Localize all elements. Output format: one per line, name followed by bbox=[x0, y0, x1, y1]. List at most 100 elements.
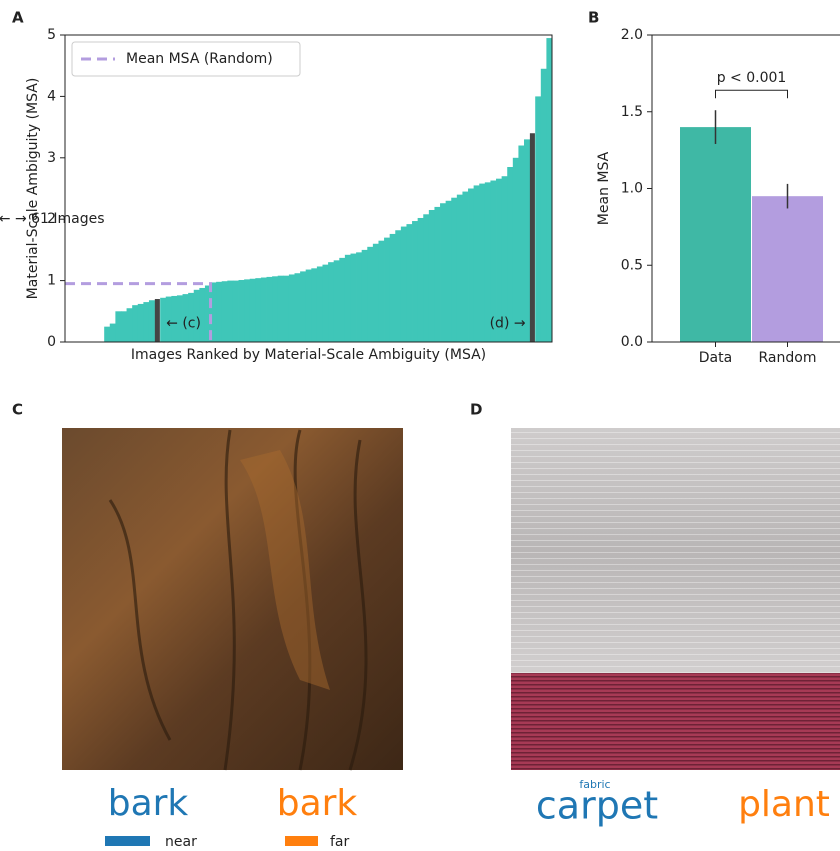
bar bbox=[451, 198, 457, 342]
bar bbox=[289, 274, 295, 342]
bar bbox=[390, 234, 396, 342]
bar bbox=[752, 196, 823, 342]
bar bbox=[328, 262, 334, 342]
significance-label: p < 0.001 bbox=[717, 70, 787, 86]
bar bbox=[541, 69, 547, 342]
y-tick-label: 1.0 bbox=[621, 181, 643, 197]
y-tick-label: 5 bbox=[47, 27, 56, 43]
bar bbox=[216, 282, 222, 342]
y-tick-label: 2.0 bbox=[621, 27, 643, 43]
word: bark bbox=[277, 783, 358, 824]
bar bbox=[261, 278, 267, 342]
bar bbox=[244, 279, 250, 342]
bar bbox=[513, 158, 519, 342]
panel-b: BDataRandomp < 0.0010.00.51.01.52.0Mean … bbox=[588, 9, 840, 367]
plant-rows bbox=[511, 673, 840, 770]
bar bbox=[222, 281, 228, 342]
bar bbox=[367, 247, 373, 342]
bar bbox=[155, 299, 160, 342]
figure: A26 Images ← → 61 Images← (c)(d) →012345… bbox=[0, 0, 840, 851]
legend-swatch bbox=[285, 836, 318, 846]
x-tick-label: Random bbox=[759, 350, 817, 366]
bar bbox=[535, 96, 541, 342]
bar bbox=[468, 189, 474, 343]
bar bbox=[272, 276, 278, 342]
y-tick-label: 4 bbox=[47, 88, 56, 104]
bar bbox=[474, 185, 480, 342]
bar bbox=[339, 258, 345, 342]
y-tick-label: 1 bbox=[47, 273, 56, 289]
bar bbox=[373, 244, 379, 342]
y-tick-label: 0.0 bbox=[621, 334, 643, 350]
bar bbox=[680, 127, 751, 342]
word: carpet bbox=[536, 784, 658, 828]
bar bbox=[227, 281, 233, 342]
bar bbox=[362, 250, 368, 342]
legend-label: far bbox=[330, 834, 350, 850]
x-axis-label: Images Ranked by Material-Scale Ambiguit… bbox=[131, 347, 486, 363]
y-tick-label: 1.5 bbox=[621, 104, 643, 120]
bar bbox=[278, 276, 284, 342]
carpet-lines bbox=[511, 428, 840, 674]
bar bbox=[462, 192, 468, 342]
bar bbox=[350, 254, 356, 342]
significance-bracket bbox=[716, 90, 788, 98]
bar bbox=[434, 207, 440, 342]
bar bbox=[423, 214, 429, 342]
bar bbox=[317, 266, 323, 342]
bar bbox=[239, 280, 245, 342]
bar bbox=[104, 327, 110, 342]
bar bbox=[127, 308, 133, 342]
panel-a: A26 Images ← → 61 Images← (c)(d) →012345… bbox=[0, 9, 552, 364]
y-tick-label: 3 bbox=[47, 150, 56, 166]
bar bbox=[518, 146, 524, 342]
bar bbox=[121, 311, 127, 342]
bar bbox=[255, 278, 261, 342]
bar bbox=[143, 302, 149, 342]
bar bbox=[378, 241, 384, 342]
bar bbox=[233, 281, 239, 342]
bar bbox=[395, 230, 401, 342]
x-tick-label: Data bbox=[699, 350, 732, 366]
bar bbox=[530, 133, 535, 342]
bar bbox=[138, 304, 144, 342]
bar bbox=[356, 252, 362, 342]
bar bbox=[132, 305, 138, 342]
bar bbox=[412, 221, 418, 342]
panel-label: B bbox=[588, 9, 599, 27]
bar bbox=[457, 195, 463, 342]
bar bbox=[300, 271, 306, 342]
annotation: ← (c) bbox=[166, 316, 201, 332]
word: plant bbox=[738, 784, 830, 825]
bar bbox=[384, 238, 390, 342]
y-axis-label: Material-Scale Ambiguity (MSA) bbox=[25, 78, 41, 300]
bar bbox=[283, 276, 289, 342]
y-tick-label: 2 bbox=[47, 211, 56, 227]
panel-label: A bbox=[12, 9, 24, 27]
bar bbox=[115, 311, 121, 342]
y-tick-label: 0 bbox=[47, 334, 56, 350]
bar bbox=[334, 260, 340, 342]
bar bbox=[306, 270, 312, 342]
panel-label: C bbox=[12, 401, 23, 419]
legend-swatch bbox=[105, 836, 150, 846]
word: bark bbox=[108, 783, 189, 824]
bar bbox=[479, 184, 485, 342]
bar bbox=[322, 265, 328, 342]
bar bbox=[440, 203, 446, 342]
bar bbox=[401, 227, 407, 342]
legend-label: near bbox=[165, 834, 197, 850]
bar bbox=[524, 139, 530, 342]
legend-label: Mean MSA (Random) bbox=[126, 51, 273, 67]
bar bbox=[149, 300, 155, 342]
bar bbox=[250, 279, 256, 342]
panel-label: D bbox=[470, 401, 482, 419]
bar bbox=[418, 218, 424, 342]
bar bbox=[311, 268, 317, 342]
annotation: (d) → bbox=[490, 316, 526, 332]
y-axis-label: Mean MSA bbox=[596, 151, 612, 225]
bar bbox=[345, 255, 351, 342]
bar bbox=[110, 324, 116, 342]
bar bbox=[267, 277, 273, 342]
